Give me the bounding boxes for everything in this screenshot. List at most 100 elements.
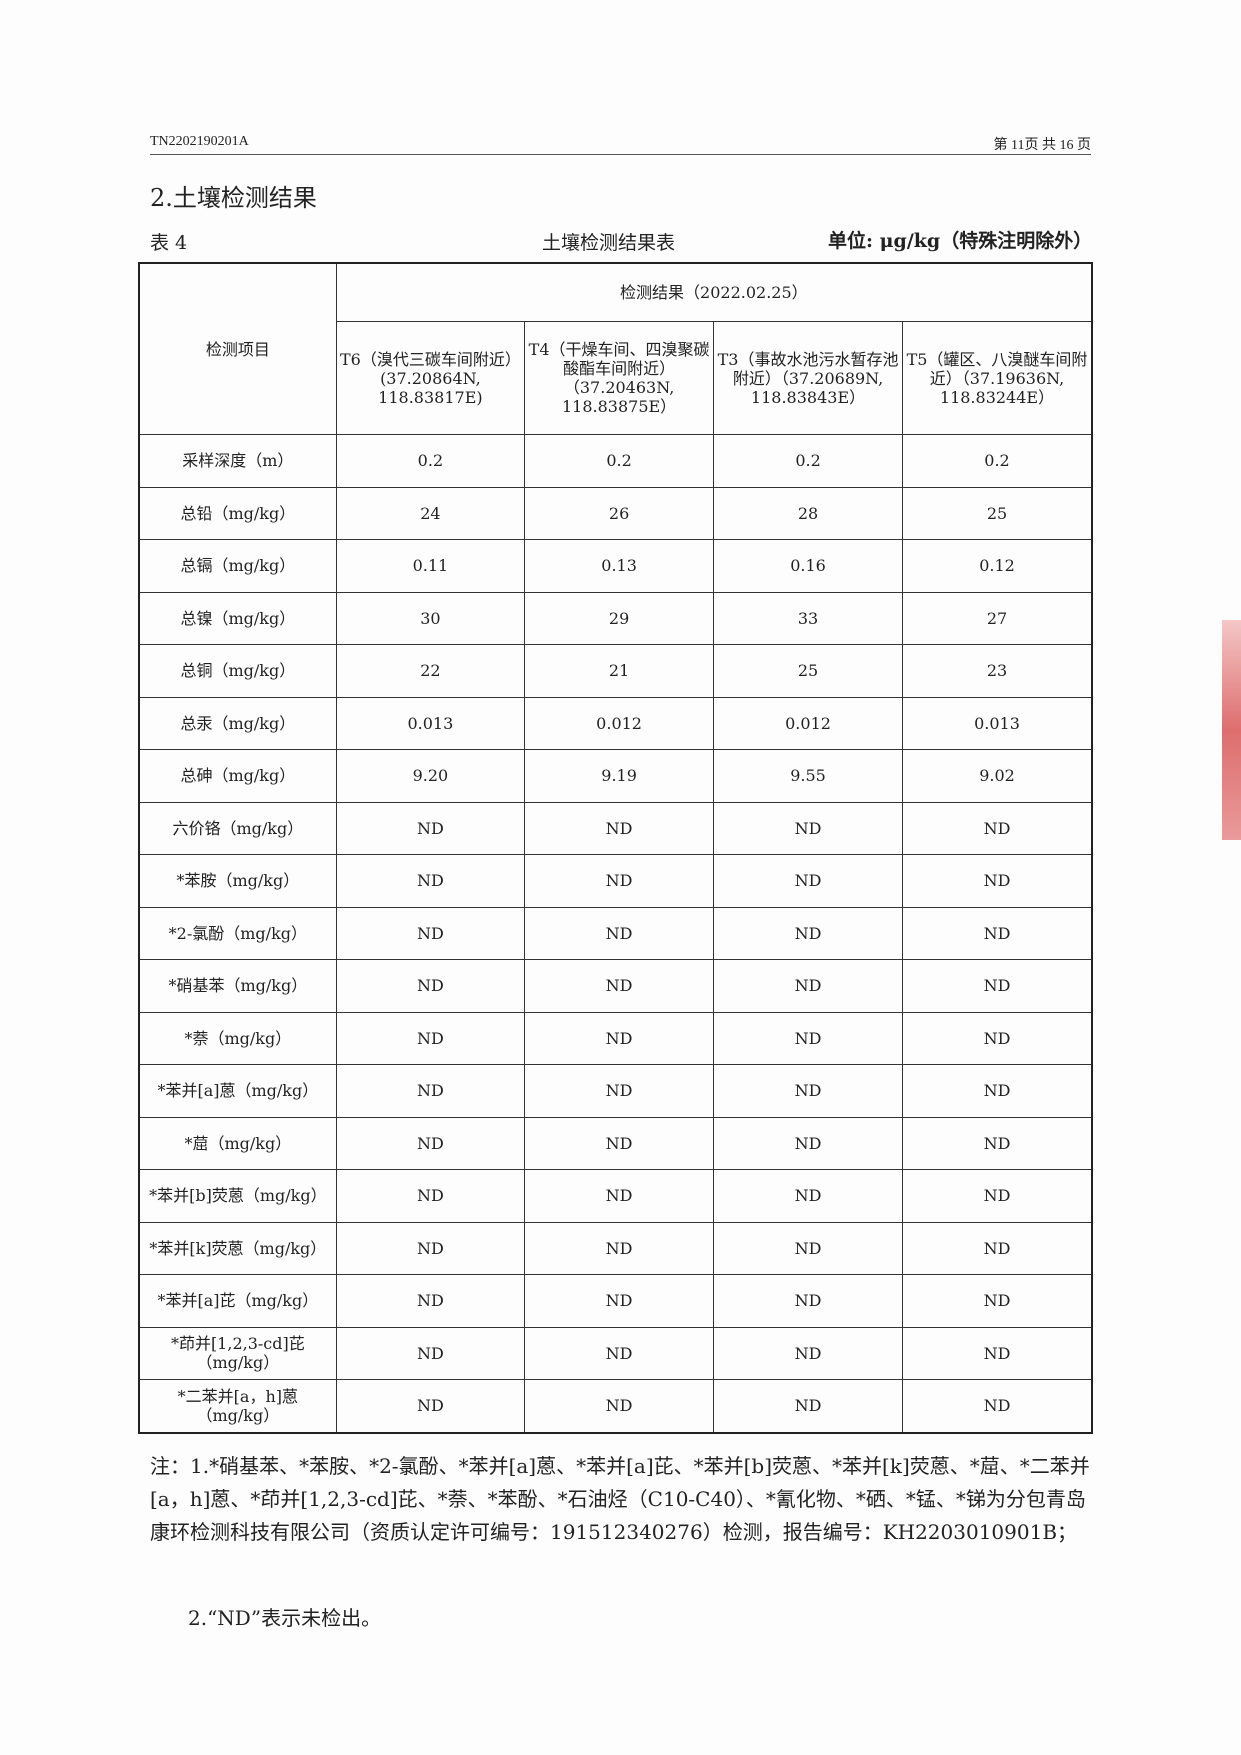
result-cell: ND [902,959,1093,1013]
result-cell: ND [335,1116,526,1170]
result-cell: ND [902,1116,1093,1170]
table-row: 总砷（mg/kg） 9.20 9.19 9.55 9.02 [138,749,1093,803]
result-cell: 25 [713,644,904,698]
result-cell: ND [524,1169,715,1223]
row-item: *苯并[a]芘（mg/kg） [138,1274,337,1328]
result-cell: 0.013 [902,696,1093,750]
table-row: 采样深度（m） 0.2 0.2 0.2 0.2 [138,434,1093,488]
result-cell: ND [713,1064,904,1118]
result-cell: 9.19 [524,749,715,803]
section-title: 2.土壤检测结果 [150,184,317,212]
result-cell: 0.012 [524,696,715,750]
result-cell: ND [524,959,715,1013]
result-cell: ND [713,1116,904,1170]
unit-label: 单位: μg/kg（特殊注明除外） [828,230,1093,252]
result-cell: ND [524,906,715,960]
result-cell: ND [902,1221,1093,1275]
result-cell: ND [713,854,904,908]
column-header: T4（干燥车间、四溴聚碳酸酯车间附近）（37.20463N, 118.83875… [524,321,715,435]
table-row: 总镉（mg/kg） 0.11 0.13 0.16 0.12 [138,539,1093,593]
row-item: 总镍（mg/kg） [138,591,337,645]
result-cell: ND [335,1274,526,1328]
result-cell: ND [524,1326,715,1380]
result-cell: ND [902,1326,1093,1380]
result-cell: ND [902,1011,1093,1065]
row-item: 采样深度（m） [138,434,337,488]
table-row: 总铜（mg/kg） 22 21 25 23 [138,644,1093,698]
result-cell: ND [335,906,526,960]
table-title: 土壤检测结果表 [542,232,676,254]
table-row: 总镍（mg/kg） 30 29 33 27 [138,591,1093,645]
table-label: 表 4 [150,232,188,254]
result-cell: 25 [902,486,1093,540]
result-cell: 0.013 [335,696,526,750]
result-cell: ND [713,1379,904,1433]
table-row: 总铅（mg/kg） 24 26 28 25 [138,486,1093,540]
result-cell: ND [335,1379,526,1433]
result-cell: ND [524,854,715,908]
table-row: *苯并[a]蒽（mg/kg） ND ND ND ND [138,1064,1093,1118]
result-cell: ND [335,1064,526,1118]
row-item: *苯并[k]荧蒽（mg/kg） [138,1221,337,1275]
result-cell: 28 [713,486,904,540]
note-1: 注：1.*硝基苯、*苯胺、*2-氯酚、*苯并[a]蒽、*苯并[a]芘、*苯并[b… [150,1454,1090,1544]
page-number: 第 11页 共 16 页 [993,138,1091,153]
result-cell: ND [713,1274,904,1328]
row-item: 六价铬（mg/kg） [138,801,337,855]
table-row: 六价铬（mg/kg） ND ND ND ND [138,801,1093,855]
row-item: 总砷（mg/kg） [138,749,337,803]
result-cell: 0.2 [902,434,1093,488]
table-row: *二苯并[a，h]蒽（mg/kg） ND ND ND ND [138,1379,1093,1433]
result-cell: ND [524,1379,715,1433]
result-cell: 9.55 [713,749,904,803]
result-cell: ND [524,1064,715,1118]
result-cell: ND [335,1221,526,1275]
result-cell: ND [335,1326,526,1380]
result-cell: ND [524,1221,715,1275]
result-cell: ND [335,959,526,1013]
result-cell: ND [713,801,904,855]
result-cell: ND [713,1169,904,1223]
table-row: *苯并[k]荧蒽（mg/kg） ND ND ND ND [138,1221,1093,1275]
result-cell: 21 [524,644,715,698]
report-number: TN2202190201A [150,134,249,149]
result-cell: ND [713,959,904,1013]
result-cell: ND [524,1274,715,1328]
result-cell: 24 [335,486,526,540]
result-cell: 0.12 [902,539,1093,593]
table-row: *2-氯酚（mg/kg） ND ND ND ND [138,906,1093,960]
row-item: *硝基苯（mg/kg） [138,959,337,1013]
table-row: *䓛（mg/kg） ND ND ND ND [138,1116,1093,1170]
group-header: 检测结果（2022.02.25） [335,262,1093,322]
result-cell: ND [335,1169,526,1223]
result-cell: 29 [524,591,715,645]
row-item: 总铜（mg/kg） [138,644,337,698]
result-cell: ND [902,854,1093,908]
note-2: 2.“ND”表示未检出。 [188,1606,382,1630]
result-cell: ND [524,801,715,855]
result-cell: ND [713,1221,904,1275]
result-cell: 30 [335,591,526,645]
column-header: T5（罐区、八溴醚车间附近）（37.19636N, 118.83244E） [902,321,1093,435]
header-divider [150,154,1091,155]
result-cell: ND [902,1274,1093,1328]
result-cell: 0.2 [524,434,715,488]
table-row: *茚并[1,2,3-cd]芘（mg/kg） ND ND ND ND [138,1326,1093,1380]
result-cell: ND [902,801,1093,855]
result-cell: 0.2 [713,434,904,488]
result-cell: ND [713,906,904,960]
row-item: *苯并[a]蒽（mg/kg） [138,1064,337,1118]
result-cell: ND [902,1064,1093,1118]
result-cell: 26 [524,486,715,540]
item-header: 检测项目 [138,262,337,435]
result-cell: ND [524,1011,715,1065]
result-cell: 0.16 [713,539,904,593]
result-cell: 0.11 [335,539,526,593]
result-cell: ND [524,1116,715,1170]
row-item: *苯并[b]荧蒽（mg/kg） [138,1169,337,1223]
result-cell: ND [902,906,1093,960]
result-cell: 23 [902,644,1093,698]
column-header: T6（溴代三碳车间附近）(37.20864N, 118.83817E) [335,321,526,435]
row-item: 总汞（mg/kg） [138,696,337,750]
